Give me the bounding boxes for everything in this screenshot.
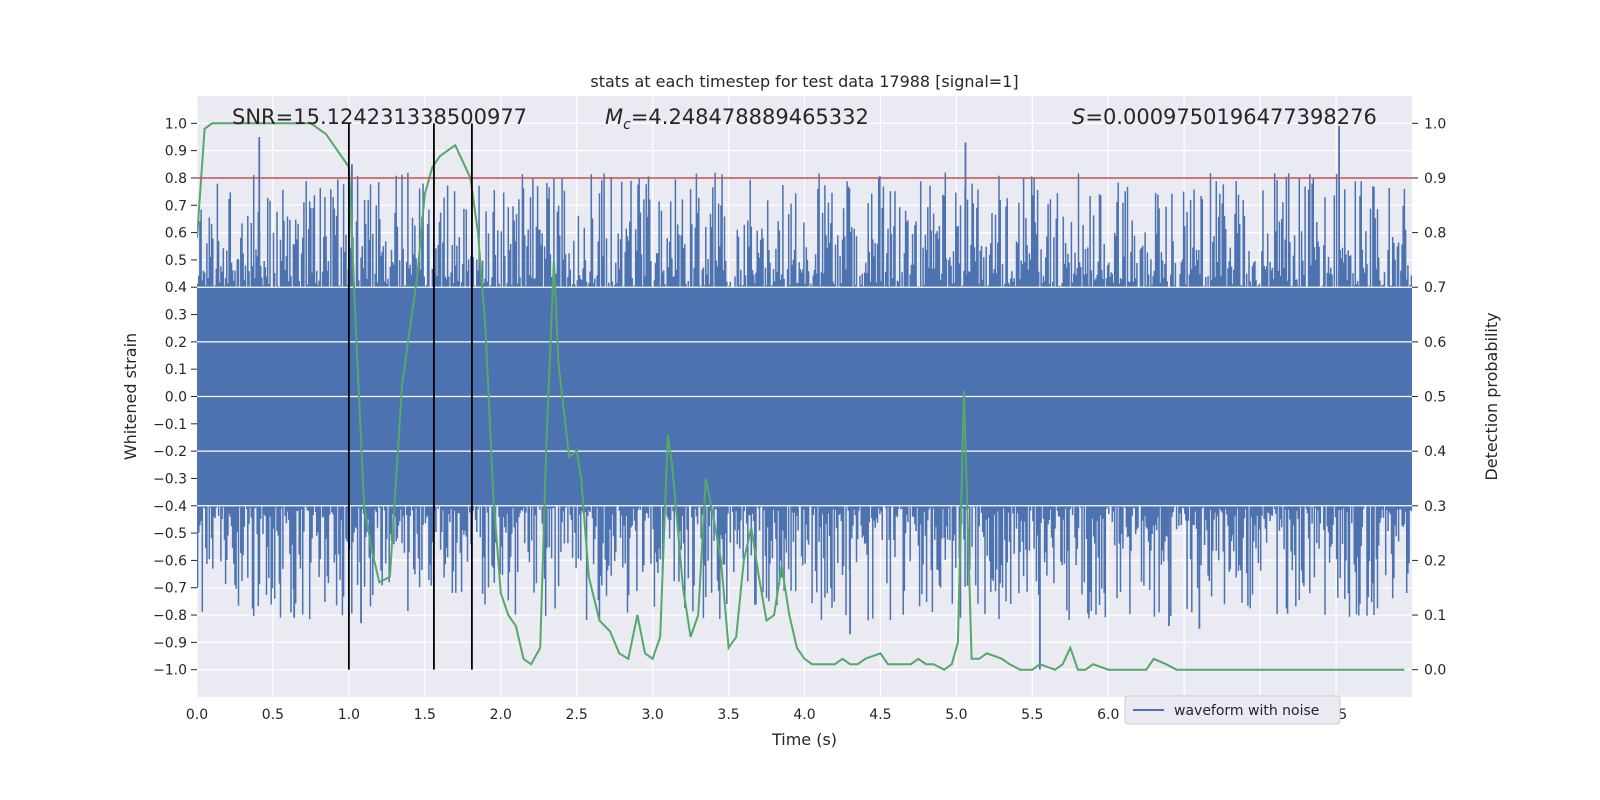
- y-right-axis-ticks: 0.0 0.1 0.2 0.3 0.4 0.5 0.6 0.7 0.8 0.9 1.0: [1412, 116, 1446, 679]
- x-tick-label: 2.5: [566, 707, 588, 723]
- x-tick-label: 6.0: [1097, 707, 1119, 723]
- chirp-mass-value: =4.248478889465332: [631, 105, 869, 129]
- x-tick-label: 4.0: [793, 707, 815, 723]
- x-tick-label: 1.5: [414, 707, 436, 723]
- x-axis-label: Time (s): [771, 730, 837, 749]
- y-left-tick-label: 0.0: [165, 390, 187, 406]
- y-right-tick-label: 0.6: [1424, 335, 1446, 351]
- y-left-tick-label: −0.9: [153, 635, 187, 651]
- plot-marks: [197, 122, 1412, 671]
- y-left-tick-label: −0.2: [153, 444, 187, 460]
- y-left-tick-label: 0.1: [165, 362, 187, 378]
- legend: waveform with noise: [1124, 695, 1341, 725]
- x-tick-label: 3.5: [717, 707, 739, 723]
- y-left-tick-label: −0.5: [153, 526, 187, 542]
- y-left-tick-label: 0.7: [165, 198, 187, 214]
- y-left-tick-label: −0.3: [153, 471, 187, 487]
- chart-title: stats at each timestep for test data 179…: [590, 72, 1018, 91]
- chirp-mass-subscript: c: [623, 117, 631, 133]
- reference-lines: [197, 123, 1412, 670]
- y-right-tick-label: 0.5: [1424, 390, 1446, 406]
- y-right-tick-label: 0.9: [1424, 171, 1446, 187]
- y-right-tick-label: 0.2: [1424, 553, 1446, 569]
- y-left-tick-label: 0.4: [165, 280, 187, 296]
- y-left-tick-label: 0.8: [165, 171, 187, 187]
- x-tick-label: 0.5: [262, 707, 284, 723]
- y-right-tick-label: 0.4: [1424, 444, 1446, 460]
- legend-box: [1124, 695, 1341, 725]
- x-tick-label: 2.0: [490, 707, 512, 723]
- y-left-axis-ticks: −1.0 −0.9 −0.8 −0.7 −0.6 −0.5 −0.4 −0.3 −0.2 −0.1…: [153, 116, 197, 679]
- x-tick-label: 5.0: [945, 707, 967, 723]
- snr-annotation: SNR=15.124231338500977: [232, 105, 527, 129]
- x-tick-label: 3.0: [641, 707, 663, 723]
- y-left-tick-label: 0.6: [165, 226, 187, 242]
- probability-line: [197, 122, 1405, 671]
- y-right-axis-label: Detection probability: [1482, 312, 1501, 480]
- spin-symbol: S: [1072, 105, 1085, 129]
- y-right-tick-label: 1.0: [1424, 116, 1446, 132]
- probability-series: [197, 122, 1405, 671]
- y-right-tick-label: 0.3: [1424, 499, 1446, 515]
- spin-annotation: S=0.0009750196477398276: [1072, 105, 1377, 129]
- y-left-tick-label: 0.9: [165, 144, 187, 160]
- y-left-tick-label: 0.2: [165, 335, 187, 351]
- y-left-tick-label: −0.4: [153, 499, 187, 515]
- x-tick-label: 5.5: [1021, 707, 1043, 723]
- y-left-tick-label: −0.8: [153, 608, 187, 624]
- legend-label-waveform: waveform with noise: [1174, 703, 1319, 719]
- y-left-tick-label: −1.0: [153, 663, 187, 679]
- y-left-tick-label: −0.7: [153, 581, 187, 597]
- x-tick-label: 4.5: [869, 707, 891, 723]
- y-left-tick-label: 1.0: [165, 116, 187, 132]
- x-tick-label: 0.0: [186, 707, 208, 723]
- x-tick-label: 1.0: [338, 707, 360, 723]
- y-left-tick-label: −0.6: [153, 553, 187, 569]
- y-right-tick-label: 0.1: [1424, 608, 1446, 624]
- y-left-axis-label: Whitened strain: [121, 333, 140, 460]
- y-left-tick-label: 0.3: [165, 308, 187, 324]
- chirp-mass-symbol: M: [605, 105, 623, 129]
- waveform-series: [197, 126, 1412, 670]
- y-right-tick-label: 0.8: [1424, 226, 1446, 242]
- y-right-tick-label: 0.7: [1424, 280, 1446, 296]
- y-right-tick-label: 0.0: [1424, 663, 1446, 679]
- y-left-tick-label: −0.1: [153, 417, 187, 433]
- spin-value: =0.0009750196477398276: [1085, 105, 1377, 129]
- chirp-mass-annotation: Mc=4.248478889465332: [605, 105, 869, 133]
- y-left-tick-label: 0.5: [165, 253, 187, 269]
